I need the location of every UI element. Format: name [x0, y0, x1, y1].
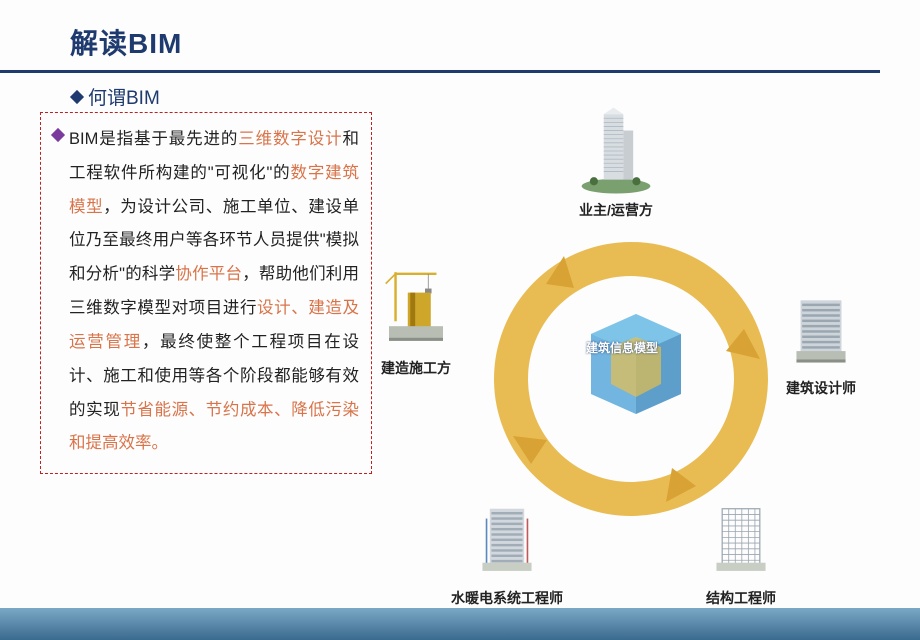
subtitle: 何谓BIM	[88, 83, 160, 110]
frame-icon	[696, 494, 786, 584]
node-label: 水暖电系统工程师	[451, 588, 563, 608]
slide: 解读BIM 何谓BIM BIM是指基于最先进的三维数字设计和工程软件所构建的"可…	[0, 0, 920, 640]
description-box: BIM是指基于最先进的三维数字设计和工程软件所构建的"可视化"的数字建筑模型，为…	[40, 112, 372, 474]
node-label: 建造施工方	[381, 358, 451, 378]
node-label: 结构工程师	[706, 588, 776, 608]
bottom-banner	[0, 608, 920, 640]
title-bar: 解读BIM	[0, 0, 880, 73]
crane-icon	[371, 264, 461, 354]
node-structural: 结构工程师	[696, 494, 786, 608]
page-title: 解读BIM	[70, 28, 182, 59]
content-row: BIM是指基于最先进的三维数字设计和工程软件所构建的"可视化"的数字建筑模型，为…	[0, 114, 920, 614]
cube-label: 建筑信息模型	[586, 339, 658, 356]
node-mep: 水暖电系统工程师	[451, 494, 563, 608]
diamond-icon	[70, 89, 84, 103]
node-label: 业主/运营方	[579, 200, 653, 220]
subtitle-row: 何谓BIM	[0, 73, 920, 114]
description-lead: BIM是指基于最先进的三维数字设计和工程软件所构建的"可视化"的数字建筑模型，为…	[53, 123, 359, 461]
tower-icon	[571, 106, 661, 196]
node-contractor: 建造施工方	[371, 264, 461, 378]
node-label: 建筑设计师	[786, 378, 856, 398]
description-text: BIM是指基于最先进的三维数字设计和工程软件所构建的"可视化"的数字建筑模型，为…	[69, 123, 359, 461]
diamond-icon	[51, 128, 65, 142]
node-owner: 业主/运营方	[571, 106, 661, 220]
mep-icon	[462, 494, 552, 584]
bim-cycle-diagram: 建筑信息模型 业主/运营方 建筑设计师 结构工程师 水暖电系统工程师	[376, 114, 886, 614]
office-icon	[776, 284, 866, 374]
bim-cube-icon	[571, 299, 701, 429]
node-architect: 建筑设计师	[776, 284, 866, 398]
